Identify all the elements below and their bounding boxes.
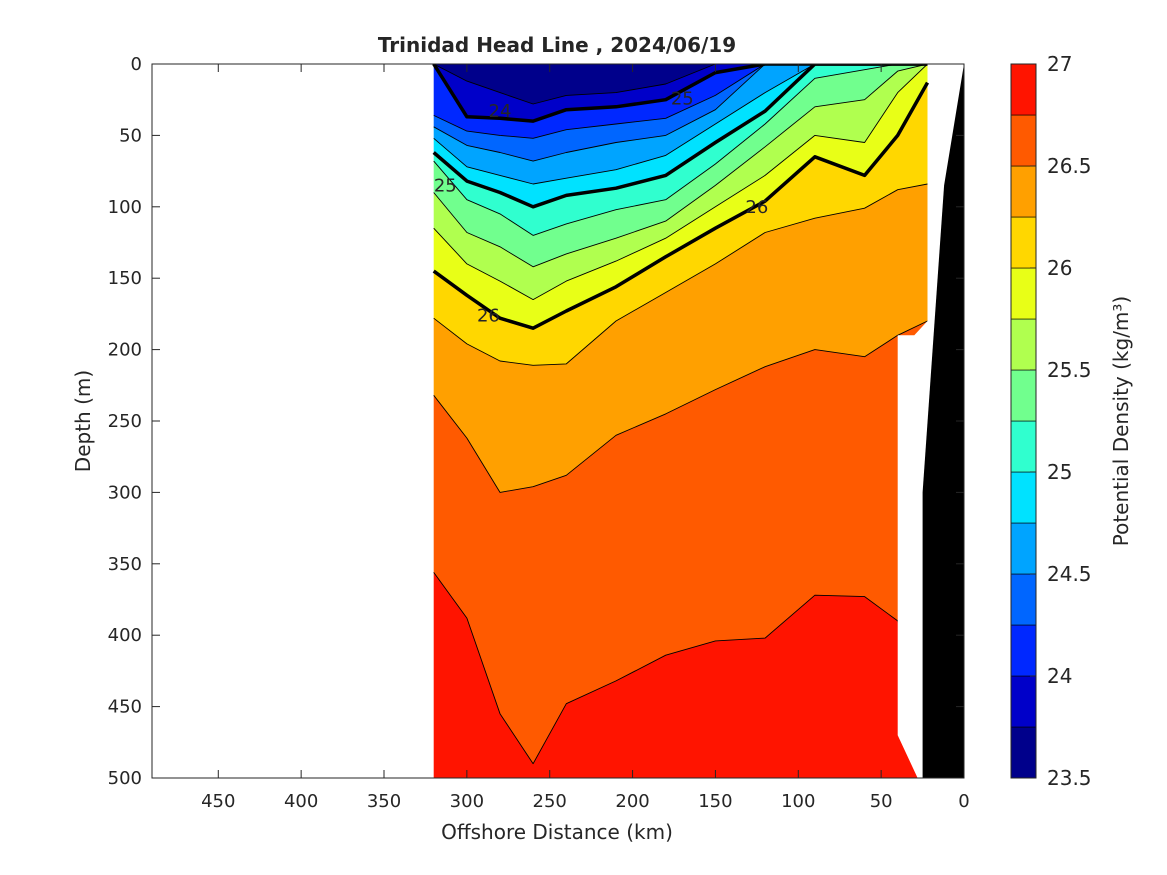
y-tick-label: 400 xyxy=(108,625,142,646)
x-tick-label: 0 xyxy=(958,791,969,812)
x-tick-label: 100 xyxy=(781,791,815,812)
contour-label-1: 25 xyxy=(434,175,457,196)
colorbar-ticks: 23.5 24 24.5 25 25.5 26 26.5 27 xyxy=(1030,52,1092,790)
contour-labels: 24 25 25 26 26 xyxy=(434,88,768,326)
colorbar-swatch-26.25 xyxy=(1010,165,1037,218)
y-tick-label: 300 xyxy=(108,482,142,503)
density-band-25.25-25.5 xyxy=(433,64,928,267)
contour-label-2: 25 xyxy=(671,88,694,109)
isopycnal-24.5 xyxy=(433,64,928,162)
isopycnal-25.5 xyxy=(433,64,928,268)
y-tick-label: 250 xyxy=(108,411,142,432)
colorbar-swatch-24.5 xyxy=(1010,522,1037,575)
x-axis-ticks: 450 400 350 300 250 200 150 100 50 0 xyxy=(201,64,970,812)
bathymetry xyxy=(897,64,964,778)
colorbar-swatch-26 xyxy=(1010,216,1037,269)
isopycnal-26 xyxy=(432,81,930,330)
density-band-23.75-24 xyxy=(433,64,928,122)
colorbar-swatch-24.25 xyxy=(1010,573,1037,626)
colorbar-swatch-26.75 xyxy=(1010,63,1037,116)
colorbar-swatch-25.5 xyxy=(1010,318,1037,371)
isopycnal-26.75 xyxy=(433,572,928,765)
x-tick-label: 200 xyxy=(615,791,649,812)
density-band-25.75-26 xyxy=(433,64,928,329)
y-tick-label: 0 xyxy=(131,54,142,75)
contour-label-4: 26 xyxy=(745,197,768,218)
y-tick-label: 50 xyxy=(119,125,142,146)
y-tick-label: 350 xyxy=(108,554,142,575)
isopycnal-24.25 xyxy=(433,64,928,139)
colorbar-tick-label: 25.5 xyxy=(1047,358,1092,382)
density-band-26.25-26.5 xyxy=(433,184,928,493)
colorbar xyxy=(1010,63,1037,779)
colorbar-swatch-25.75 xyxy=(1010,267,1037,320)
density-band-23.5-23.75 xyxy=(433,64,928,104)
contour-fills xyxy=(433,64,928,778)
x-tick-label: 400 xyxy=(284,791,318,812)
isopycnal-25 xyxy=(432,64,928,209)
contour-lines xyxy=(432,64,930,765)
density-band-26.75-27 xyxy=(433,572,928,778)
seafloor xyxy=(922,64,964,778)
y-tick-label: 200 xyxy=(108,340,142,361)
colorbar-swatch-24 xyxy=(1010,624,1037,677)
x-tick-label: 350 xyxy=(367,791,401,812)
colorbar-tick-label: 24 xyxy=(1047,664,1072,688)
colorbar-label: Potential Density (kg/m³) xyxy=(1109,296,1133,547)
y-axis-label: Depth (m) xyxy=(71,370,95,472)
colorbar-tick-label: 23.5 xyxy=(1047,766,1092,790)
y-axis-ticks: 0 50 100 150 200 250 300 350 400 450 500 xyxy=(108,54,964,789)
colorbar-tick-label: 24.5 xyxy=(1047,562,1092,586)
isopycnal-25.75 xyxy=(433,64,928,301)
chart-title: Trinidad Head Line , 2024/06/19 xyxy=(378,33,736,57)
y-tick-label: 450 xyxy=(108,697,142,718)
colorbar-swatch-23.5 xyxy=(1010,726,1037,779)
x-tick-label: 250 xyxy=(533,791,567,812)
colorbar-swatch-26.5 xyxy=(1010,114,1037,167)
colorbar-tick-label: 27 xyxy=(1047,52,1072,76)
density-band-24-24.25 xyxy=(433,64,928,139)
isopycnal-26.5 xyxy=(433,320,928,493)
colorbar-swatch-23.75 xyxy=(1010,675,1037,728)
density-band-26-26.25 xyxy=(433,82,928,366)
x-tick-label: 150 xyxy=(698,791,732,812)
density-band-26.5-26.75 xyxy=(433,321,928,764)
x-tick-label: 300 xyxy=(450,791,484,812)
colorbar-tick-label: 25 xyxy=(1047,460,1072,484)
isopycnal-24 xyxy=(432,64,928,123)
y-tick-label: 100 xyxy=(108,197,142,218)
colorbar-swatch-24.75 xyxy=(1010,471,1037,524)
x-tick-label: 450 xyxy=(201,791,235,812)
colorbar-swatch-25.25 xyxy=(1010,369,1037,422)
x-tick-label: 50 xyxy=(870,791,893,812)
contour-label-3: 26 xyxy=(477,305,500,326)
isopycnal-24.75 xyxy=(433,64,928,185)
density-band-24.25-24.5 xyxy=(433,64,928,162)
colorbar-frame xyxy=(1010,63,1037,779)
x-axis-label: Offshore Distance (km) xyxy=(441,820,673,844)
colorbar-tick-label: 26.5 xyxy=(1047,154,1092,178)
contour-label-0: 24 xyxy=(489,101,512,122)
isopycnal-23.75 xyxy=(433,64,928,105)
isopycnal-26.25 xyxy=(433,183,928,366)
isopycnal-25.25 xyxy=(433,64,928,236)
colorbar-tick-label: 26 xyxy=(1047,256,1072,280)
y-tick-label: 150 xyxy=(108,268,142,289)
colorbar-swatch-25 xyxy=(1010,420,1037,473)
y-tick-label: 500 xyxy=(108,768,142,789)
density-band-25.5-25.75 xyxy=(433,64,928,300)
